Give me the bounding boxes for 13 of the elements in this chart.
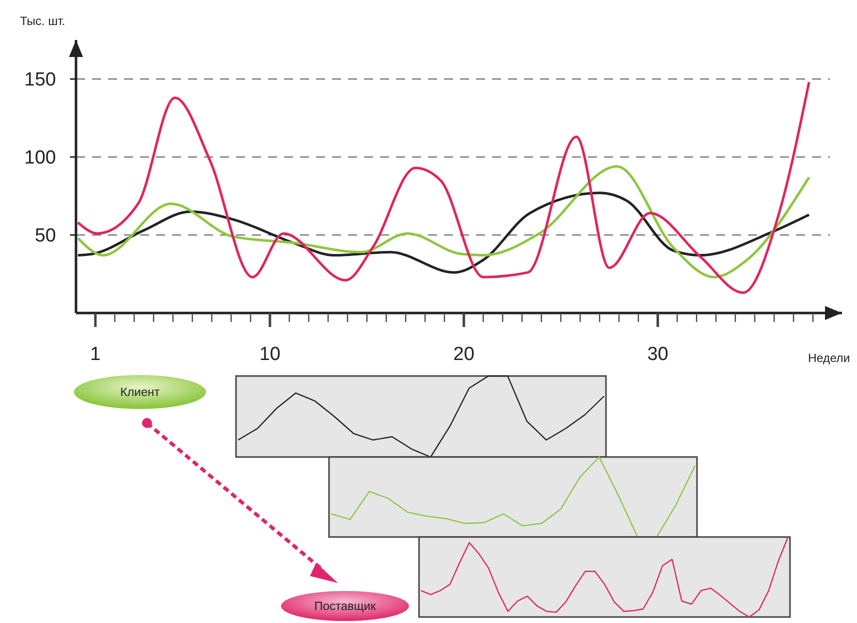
x-tick-label: 30: [647, 344, 668, 365]
line-series: [76, 165, 810, 278]
y-tick-label: 100: [24, 148, 56, 169]
x-tick-label: 20: [453, 344, 474, 365]
y-tick-label: 150: [24, 70, 56, 91]
x-tick-label: 10: [259, 344, 280, 365]
line-series: [76, 80, 810, 294]
x-tick-label: 1: [90, 344, 101, 365]
x-axis-title: Недели: [808, 351, 850, 365]
text: Клиент: [120, 385, 160, 400]
y-axis-title: Тыс. шт.: [20, 14, 66, 28]
text: Поставщик: [314, 599, 377, 614]
y-tick-label: 50: [34, 226, 56, 247]
